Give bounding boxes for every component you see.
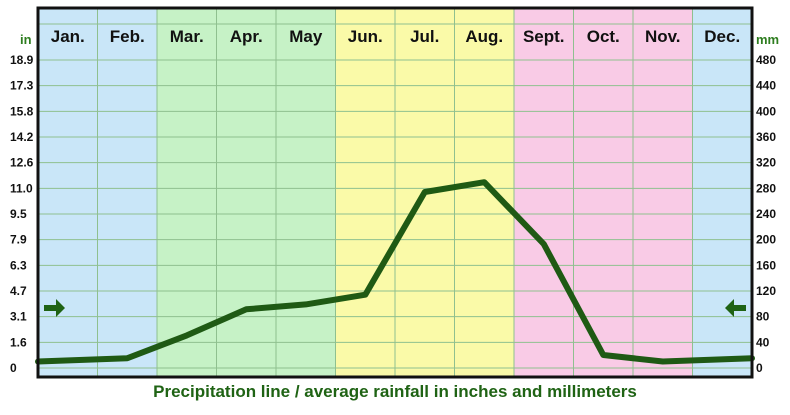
left-tick-label-1: 1.6 (10, 335, 27, 349)
left-tick-label-3: 4.7 (10, 284, 27, 298)
right-tick-label-2: 80 (756, 310, 770, 324)
right-tick-label-9: 360 (756, 130, 776, 144)
right-tick-label-7: 280 (756, 181, 776, 195)
month-label-4: May (289, 27, 323, 46)
left-tick-label-11: 17.3 (10, 79, 34, 93)
month-label-2: Mar. (170, 27, 204, 46)
right-tick-label-1: 40 (756, 335, 770, 349)
plot-frame (36, 6, 754, 379)
season-band-1 (157, 8, 336, 377)
left-tick-label-10: 15.8 (10, 104, 34, 118)
right-tick-label-11: 440 (756, 79, 776, 93)
right-axis-unit: mm (756, 32, 779, 47)
series-precipitation (35, 179, 755, 365)
left-axis-unit: in (20, 32, 32, 47)
month-label-8: Sept. (523, 27, 565, 46)
month-label-3: Apr. (230, 27, 263, 46)
right-tick-label-5: 200 (756, 233, 776, 247)
right-tick-label-12: 480 (756, 53, 776, 67)
left-tick-label-0: 0 (10, 361, 17, 375)
season-band-4 (692, 8, 752, 377)
right-tick-label-4: 160 (756, 258, 776, 272)
left-axis-ticks: 0 1.6 3.1 4.7 6.3 7.9 9.5 11.0 12.6 14.2 15.8 17.3 1… (10, 53, 34, 375)
month-label-9: Oct. (587, 27, 620, 46)
month-label-1: Feb. (110, 27, 145, 46)
left-tick-label-5: 7.9 (10, 233, 27, 247)
right-arrow-icon (725, 299, 746, 317)
month-label-11: Dec. (704, 27, 740, 46)
right-tick-label-10: 400 (756, 104, 776, 118)
right-tick-label-6: 240 (756, 207, 776, 221)
month-label-6: Jul. (410, 27, 439, 46)
right-tick-label-8: 320 (756, 156, 776, 170)
precipitation-line (35, 179, 755, 365)
left-tick-label-4: 6.3 (10, 258, 27, 272)
left-tick-label-9: 14.2 (10, 130, 34, 144)
right-axis-ticks: 0 40 80 120 160 200 240 280 320 360 400 440 480 (756, 53, 776, 375)
month-label-10: Nov. (645, 27, 681, 46)
month-label-0: Jan. (51, 27, 85, 46)
left-tick-label-12: 18.9 (10, 53, 34, 67)
chart-caption: Precipitation line / average rainfall in… (153, 382, 637, 401)
right-tick-label-0: 0 (756, 361, 763, 375)
left-tick-label-7: 11.0 (10, 181, 33, 195)
left-tick-label-6: 9.5 (10, 207, 27, 221)
season-bands (38, 8, 752, 377)
left-arrow-icon (44, 299, 65, 317)
month-labels: Jan. Feb. Mar. Apr. May Jun. Jul. Aug. Sept. Oct.… (51, 27, 740, 46)
month-label-7: Aug. (465, 27, 503, 46)
right-tick-label-3: 120 (756, 284, 776, 298)
left-tick-label-2: 3.1 (10, 310, 27, 324)
season-band-3 (514, 8, 693, 377)
left-tick-label-8: 12.6 (10, 156, 34, 170)
month-label-5: Jun. (348, 27, 383, 46)
grid-lines (38, 8, 752, 377)
markers (44, 299, 746, 317)
